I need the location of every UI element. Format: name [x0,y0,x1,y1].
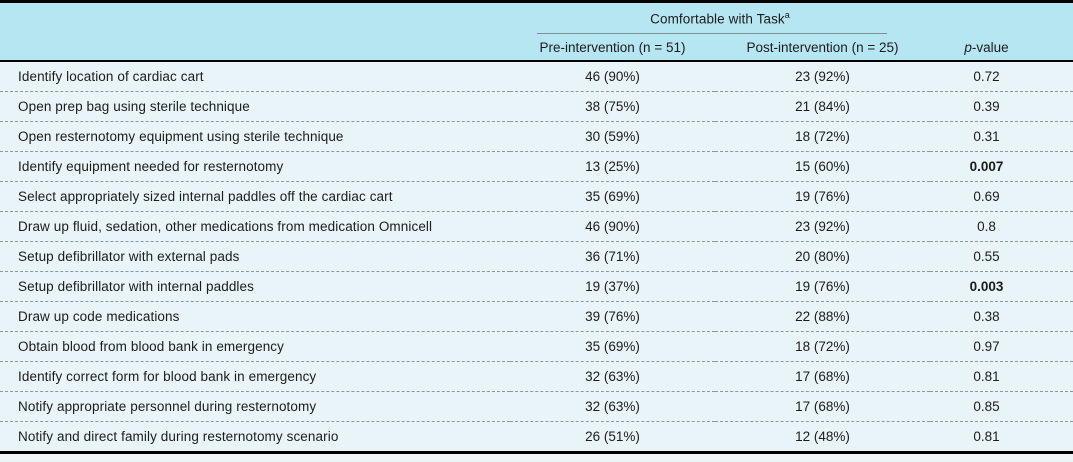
task-cell: Obtain blood from blood bank in emergenc… [0,331,510,362]
pre-value-cell: 13 (25%) [510,151,715,182]
p-value-cell: 0.97 [930,331,1073,362]
task-cell: Notify and direct family during resterno… [0,421,510,451]
pre-value-cell: 35 (69%) [510,331,715,362]
p-value-cell: 0.72 [930,61,1073,92]
post-value-cell: 21 (84%) [715,91,931,122]
table-row: Open prep bag using sterile technique 38 … [0,91,1073,122]
table-row: Setup defibrillator with external pads 36… [0,241,1073,272]
task-cell: Identify location of cardiac cart [0,61,510,92]
table-row: Identify location of cardiac cart 46 (90%… [0,61,1073,92]
post-value-cell: 17 (68%) [715,391,931,422]
table-row: Notify and direct family during resterno… [0,421,1073,451]
task-cell: Setup defibrillator with internal paddle… [0,271,510,302]
pre-value-cell: 36 (71%) [510,241,715,272]
table-bottom-border [0,451,1073,454]
column-header-row: Pre-intervention (n = 51) Post-intervent… [0,34,1073,62]
p-value-cell: 0.85 [930,391,1073,422]
table-row: Select appropriately sized internal padd… [0,181,1073,212]
task-cell: Identify equipment needed for resternoto… [0,151,510,182]
pre-value-cell: 30 (59%) [510,121,715,152]
p-value-cell: 0.8 [930,211,1073,242]
task-cell: Select appropriately sized internal padd… [0,181,510,212]
table-row: Obtain blood from blood bank in emergenc… [0,331,1073,362]
spanner-header-row: Comfortable with Taska [0,3,1073,34]
pre-value-cell: 38 (75%) [510,91,715,122]
pre-value-cell: 19 (37%) [510,271,715,302]
pre-value-cell: 26 (51%) [510,421,715,451]
pre-value-cell: 46 (90%) [510,211,715,242]
task-cell: Open resternotomy equipment using steril… [0,121,510,152]
task-cell: Draw up fluid, sedation, other medicatio… [0,211,510,242]
p-value-cell: 0.39 [930,91,1073,122]
p-value-column-header: p-value [930,34,1073,62]
post-value-cell: 19 (76%) [715,181,931,212]
p-value-cell: 0.81 [930,421,1073,451]
table-row: Identify equipment needed for resternoto… [0,151,1073,182]
pre-value-cell: 46 (90%) [510,61,715,92]
task-cell: Open prep bag using sterile technique [0,91,510,122]
table-row: Notify appropriate personnel during rest… [0,391,1073,422]
p-value-cell: 0.003 [930,271,1073,302]
post-value-cell: 20 (80%) [715,241,931,272]
post-value-cell: 22 (88%) [715,301,931,332]
footnote-marker: a [784,9,790,20]
pre-value-cell: 32 (63%) [510,391,715,422]
table-row: Identify correct form for blood bank in … [0,361,1073,392]
table-body: Identify location of cardiac cart 46 (90%… [0,61,1073,451]
post-value-cell: 15 (60%) [715,151,931,182]
pre-intervention-column-header: Pre-intervention (n = 51) [510,34,715,62]
task-cell: Setup defibrillator with external pads [0,241,510,272]
table-header: Comfortable with Taska Pre-intervention … [0,3,1073,62]
pre-value-cell: 35 (69%) [510,181,715,212]
p-value-cell: 0.55 [930,241,1073,272]
spanner-underline [537,33,888,34]
post-value-cell: 12 (48%) [715,421,931,451]
task-cell: Identify correct form for blood bank in … [0,361,510,392]
p-value-cell: 0.69 [930,181,1073,212]
post-value-cell: 19 (76%) [715,271,931,302]
task-cell: Draw up code medications [0,301,510,332]
pre-value-cell: 32 (63%) [510,361,715,392]
task-column-header [0,34,510,62]
spanner-title: Comfortable with Taska [650,9,790,27]
table-row: Draw up code medications 39 (76%) 22 (88%)… [0,301,1073,332]
post-value-cell: 23 (92%) [715,61,931,92]
task-cell: Notify appropriate personnel during rest… [0,391,510,422]
p-value-cell: 0.007 [930,151,1073,182]
table-row: Open resternotomy equipment using steril… [0,121,1073,152]
table-row: Setup defibrillator with internal paddle… [0,271,1073,302]
p-value-cell: 0.81 [930,361,1073,392]
p-value-cell: 0.31 [930,121,1073,152]
empty-header-cell [0,3,510,34]
post-value-cell: 17 (68%) [715,361,931,392]
pre-value-cell: 39 (76%) [510,301,715,332]
comfort-with-task-table: Comfortable with Taska Pre-intervention … [0,3,1073,451]
post-value-cell: 18 (72%) [715,331,931,362]
spanner-header-cell: Comfortable with Taska [510,3,931,34]
bottom-margin [0,454,1073,460]
post-intervention-column-header: Post-intervention (n = 25) [715,34,931,62]
post-value-cell: 23 (92%) [715,211,931,242]
empty-header-cell [930,3,1073,34]
post-value-cell: 18 (72%) [715,121,931,152]
p-value-cell: 0.38 [930,301,1073,332]
table-row: Draw up fluid, sedation, other medicatio… [0,211,1073,242]
